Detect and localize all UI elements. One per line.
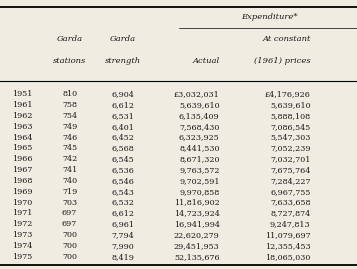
- Text: 7,675,764: 7,675,764: [270, 166, 311, 174]
- Text: 11,816,902: 11,816,902: [174, 199, 220, 207]
- Text: 1961: 1961: [12, 101, 33, 109]
- Text: 1969: 1969: [12, 188, 33, 196]
- Text: 14,723,924: 14,723,924: [174, 210, 220, 217]
- Text: £3,032,031: £3,032,031: [174, 90, 220, 98]
- Text: 746: 746: [62, 134, 77, 141]
- Text: 6,612: 6,612: [112, 210, 135, 217]
- Text: 7,284,227: 7,284,227: [270, 177, 311, 185]
- Text: 1964: 1964: [12, 134, 33, 141]
- Text: 9,247,813: 9,247,813: [270, 220, 311, 228]
- Text: £4,176,926: £4,176,926: [265, 90, 311, 98]
- Text: 9,970,858: 9,970,858: [179, 188, 220, 196]
- Text: 6,401: 6,401: [112, 123, 135, 131]
- Text: 741: 741: [62, 166, 77, 174]
- Text: 7,052,239: 7,052,239: [270, 144, 311, 153]
- Text: 703: 703: [62, 199, 77, 207]
- Text: 8,419: 8,419: [112, 253, 135, 261]
- Text: 700: 700: [62, 253, 77, 261]
- Text: 22,620,279: 22,620,279: [174, 231, 220, 239]
- Text: 740: 740: [62, 177, 77, 185]
- Text: 6,904: 6,904: [112, 90, 135, 98]
- Text: 8,441,530: 8,441,530: [179, 144, 220, 153]
- Text: 810: 810: [62, 90, 77, 98]
- Text: 11,079,697: 11,079,697: [265, 231, 311, 239]
- Text: 6,531: 6,531: [112, 112, 135, 120]
- Text: 6,135,409: 6,135,409: [179, 112, 220, 120]
- Text: 8,671,320: 8,671,320: [179, 155, 220, 163]
- Text: 1973: 1973: [12, 231, 33, 239]
- Text: 6,536: 6,536: [112, 166, 135, 174]
- Text: 742: 742: [62, 155, 77, 163]
- Text: 1967: 1967: [12, 166, 33, 174]
- Text: 719: 719: [62, 188, 77, 196]
- Text: 6,568: 6,568: [112, 144, 135, 153]
- Text: 6,532: 6,532: [112, 199, 135, 207]
- Text: 7,086,545: 7,086,545: [270, 123, 311, 131]
- Text: 6,612: 6,612: [112, 101, 135, 109]
- Text: At constant: At constant: [262, 35, 311, 43]
- Text: 697: 697: [62, 220, 77, 228]
- Text: 700: 700: [62, 242, 77, 250]
- Text: Expenditure*: Expenditure*: [241, 13, 298, 21]
- Text: 9,702,591: 9,702,591: [179, 177, 220, 185]
- Text: 7,794: 7,794: [112, 231, 135, 239]
- Text: 7,032,701: 7,032,701: [270, 155, 311, 163]
- Text: 8,727,874: 8,727,874: [270, 210, 311, 217]
- Text: 7,633,658: 7,633,658: [270, 199, 311, 207]
- Text: 1972: 1972: [12, 220, 33, 228]
- Text: 52,135,676: 52,135,676: [174, 253, 220, 261]
- Text: 1974: 1974: [12, 242, 33, 250]
- Text: 1975: 1975: [12, 253, 33, 261]
- Text: 754: 754: [62, 112, 77, 120]
- Text: 6,543: 6,543: [112, 188, 135, 196]
- Text: Garda: Garda: [56, 35, 83, 43]
- Text: 1970: 1970: [12, 199, 33, 207]
- Text: 9,763,572: 9,763,572: [179, 166, 220, 174]
- Text: 5,888,108: 5,888,108: [271, 112, 311, 120]
- Text: 1965: 1965: [12, 144, 33, 153]
- Text: 7,568,430: 7,568,430: [179, 123, 220, 131]
- Text: 1971: 1971: [12, 210, 33, 217]
- Text: 745: 745: [62, 144, 77, 153]
- Text: 6,323,925: 6,323,925: [179, 134, 220, 141]
- Text: 1968: 1968: [12, 177, 33, 185]
- Text: 749: 749: [62, 123, 77, 131]
- Text: 6,967,755: 6,967,755: [270, 188, 311, 196]
- Text: 18,065,030: 18,065,030: [265, 253, 311, 261]
- Text: 6,546: 6,546: [112, 177, 135, 185]
- Text: 1966: 1966: [12, 155, 33, 163]
- Text: 758: 758: [62, 101, 77, 109]
- Text: 12,355,453: 12,355,453: [265, 242, 311, 250]
- Text: 6,545: 6,545: [112, 155, 135, 163]
- Text: 16,941,994: 16,941,994: [174, 220, 220, 228]
- Text: 697: 697: [62, 210, 77, 217]
- Text: 7,990: 7,990: [112, 242, 135, 250]
- Text: stations: stations: [53, 56, 86, 65]
- Text: 1962: 1962: [12, 112, 33, 120]
- Text: Garda: Garda: [110, 35, 136, 43]
- Text: strength: strength: [105, 56, 141, 65]
- Text: 6,452: 6,452: [112, 134, 135, 141]
- Text: 700: 700: [62, 231, 77, 239]
- Text: (1961) prices: (1961) prices: [254, 56, 311, 65]
- Text: Actual: Actual: [192, 56, 220, 65]
- Text: 5,639,610: 5,639,610: [179, 101, 220, 109]
- Text: 29,451,953: 29,451,953: [174, 242, 220, 250]
- Text: 6,961: 6,961: [112, 220, 135, 228]
- Text: 5,639,610: 5,639,610: [270, 101, 311, 109]
- Text: 1963: 1963: [12, 123, 33, 131]
- Text: 1951: 1951: [12, 90, 33, 98]
- Text: 5,547,303: 5,547,303: [270, 134, 311, 141]
